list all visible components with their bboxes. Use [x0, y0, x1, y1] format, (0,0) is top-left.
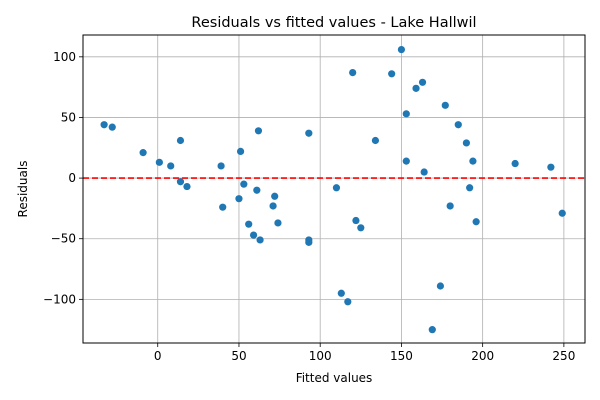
x-tick-label: 0: [154, 349, 162, 363]
plot-area-frame: [82, 34, 586, 344]
data-point: [402, 110, 410, 118]
data-point: [428, 326, 436, 334]
data-point: [332, 184, 341, 192]
data-point: [253, 186, 261, 194]
data-point: [388, 70, 396, 78]
data-point: [349, 68, 357, 77]
data-point: [240, 180, 248, 188]
data-point: [271, 192, 279, 200]
y-tick-label: −50: [51, 232, 76, 246]
data-point: [441, 101, 449, 109]
data-point: [245, 220, 253, 228]
data-points: [100, 45, 566, 334]
data-point: [371, 136, 380, 145]
data-point: [412, 84, 420, 92]
data-point: [254, 127, 263, 135]
data-point: [176, 178, 185, 186]
x-tick-label: 150: [390, 349, 413, 363]
data-point: [100, 121, 108, 129]
y-axis-label: Residuals: [16, 161, 30, 218]
data-point: [139, 149, 147, 157]
data-point: [108, 123, 116, 131]
data-point: [274, 219, 282, 227]
y-tick-label: 100: [53, 50, 76, 64]
data-point: [236, 147, 245, 156]
data-point: [256, 236, 264, 244]
y-tick-label: −100: [43, 292, 76, 306]
x-tick-label: 50: [231, 349, 246, 363]
data-point: [155, 158, 163, 166]
data-point: [176, 136, 185, 145]
y-tick-label: 50: [61, 110, 76, 124]
data-point: [167, 162, 175, 170]
chart-title: Residuals vs fitted values - Lake Hallwi…: [191, 15, 476, 31]
data-point: [466, 184, 474, 192]
data-point: [472, 218, 480, 226]
data-point: [462, 139, 471, 147]
y-tick-label: 0: [68, 171, 76, 185]
data-point: [402, 157, 410, 165]
data-point: [418, 78, 427, 86]
x-axis-label: Fitted values: [296, 371, 373, 385]
data-point: [183, 182, 191, 191]
x-tick-label: 250: [552, 349, 575, 363]
data-point: [420, 168, 428, 176]
x-tick-label: 200: [471, 349, 494, 363]
data-point: [397, 45, 406, 54]
data-point: [217, 162, 225, 170]
data-point: [305, 129, 313, 137]
data-point: [446, 202, 454, 210]
data-point: [269, 202, 277, 210]
data-point: [436, 282, 445, 290]
x-tick-label: 100: [309, 349, 332, 363]
axis-ticks: 0 50 100 150 200 250 −100 −50 0 50 100: [43, 50, 575, 363]
data-point: [547, 163, 555, 171]
data-point: [219, 203, 227, 211]
data-point: [469, 157, 477, 165]
data-point: [357, 224, 365, 232]
data-point: [344, 298, 352, 306]
data-point: [352, 216, 360, 225]
data-point: [249, 231, 258, 239]
data-point: [454, 121, 462, 129]
data-point: [235, 195, 243, 203]
data-point: [337, 289, 345, 297]
data-point: [558, 209, 566, 217]
data-point: [511, 159, 519, 168]
data-point: [305, 238, 313, 246]
